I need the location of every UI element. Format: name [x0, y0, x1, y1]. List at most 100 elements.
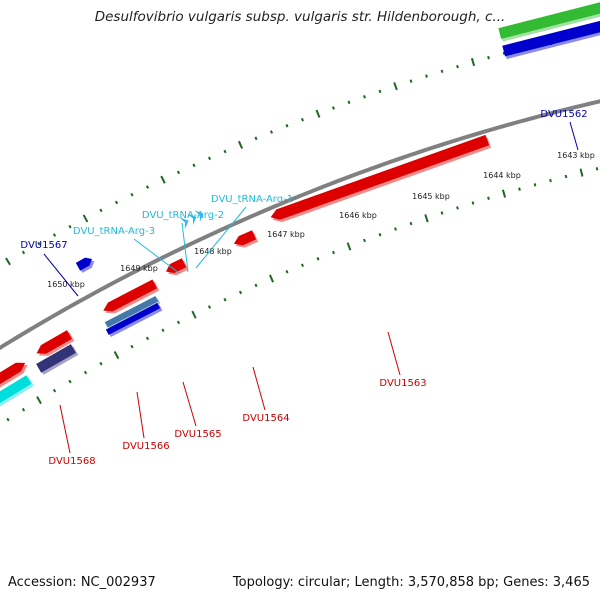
gene-DVU1568-purple-body — [36, 344, 76, 373]
outer-tick-mark — [114, 200, 119, 205]
gene-DVU1567-body — [75, 257, 93, 271]
inner-tick-mark — [21, 407, 26, 412]
inner-tick-mark — [440, 211, 444, 215]
outer-tick-mark — [5, 257, 11, 266]
gene-DVU1565-body — [166, 258, 187, 274]
outer-tick-mark — [254, 136, 258, 141]
outer-tick-mark — [456, 64, 459, 69]
gene-label-DVU1563: DVU1563 — [379, 378, 426, 389]
gene-left-cyan-body — [0, 375, 32, 406]
gene-label-DVU1566: DVU1566 — [122, 441, 169, 452]
outer-tick-mark — [68, 224, 72, 229]
inner-tick-mark — [130, 344, 134, 349]
inner-tick-mark — [579, 168, 584, 177]
genome-backbone — [0, 99, 600, 351]
gene-DVU1566-red-body — [103, 279, 158, 312]
inner-tick-mark — [471, 201, 475, 205]
outer-tick-mark — [502, 51, 506, 56]
leader-line-DVU1565 — [182, 381, 197, 427]
inner-tick-mark — [394, 227, 397, 231]
inner-tick-mark — [518, 187, 521, 191]
inner-tick-mark — [533, 183, 537, 187]
gene-DVU1566-steel-body — [104, 295, 159, 328]
gene-label-trna2: DVU_tRNA-Arg-2 — [142, 210, 224, 221]
gene-left-cyan — [0, 375, 34, 408]
inner-tick-mark — [363, 238, 366, 243]
inner-tick-mark — [456, 206, 459, 210]
outer-tick-mark — [130, 192, 134, 197]
inner-tick-mark — [501, 189, 507, 198]
inner-tick-mark — [549, 178, 552, 183]
outer-tick-mark — [315, 109, 321, 118]
gene-DVU1567 — [75, 257, 95, 273]
inner-tick-mark — [269, 274, 274, 283]
gene-DVU1562-green — [498, 0, 600, 42]
gene-label-DVU1565: DVU1565 — [174, 429, 221, 440]
topology-label: Topology: circular; Length: 3,570,858 bp… — [232, 575, 590, 590]
kbp-label-1644: 1644 kbp — [483, 171, 521, 180]
outer-tick-mark — [237, 140, 244, 149]
inner-tick-mark — [316, 257, 320, 261]
map-title: Desulfovibrio vulgaris subsp. vulgaris s… — [94, 9, 506, 25]
gene-label-DVU1567: DVU1567 — [20, 240, 67, 251]
leader-line-DVU1562 — [569, 121, 579, 151]
accession-label: Accession: NC_002937 — [8, 575, 156, 590]
outer-tick-mark — [425, 74, 428, 78]
inner-tick-mark — [424, 214, 429, 223]
trna-marker-3 — [194, 210, 204, 223]
inner-tick-mark — [595, 167, 599, 171]
inner-tick-mark — [6, 417, 10, 422]
outer-tick-mark — [52, 233, 57, 237]
outer-tick-mark — [470, 57, 476, 67]
outer-tick-mark — [21, 250, 26, 255]
trna-marker-1 — [179, 217, 189, 230]
leader-line-DVU1564 — [252, 366, 266, 411]
gene-DVU1566-steel — [104, 295, 161, 330]
gene-left-red-body — [0, 362, 26, 387]
outer-tick-mark — [223, 149, 227, 154]
inner-tick-mark — [99, 361, 103, 366]
kbp-label-1647: 1647 kbp — [267, 230, 305, 239]
leader-line-DVU1567 — [43, 253, 79, 297]
leader-line-trna2 — [181, 222, 189, 273]
gene-label-DVU1562: DVU1562 — [540, 109, 587, 120]
inner-tick-mark — [52, 388, 57, 393]
gene-DVU1563-body — [270, 134, 490, 220]
gene-DVU1562-blue — [502, 19, 600, 60]
outer-tick-mark — [378, 89, 382, 94]
gene-DVU1562-green-body — [498, 0, 600, 39]
gene-left-red — [0, 362, 28, 390]
inner-tick-mark — [285, 270, 289, 274]
outer-tick-mark — [145, 185, 150, 189]
inner-tick-mark — [207, 305, 212, 309]
outer-tick-mark — [332, 106, 335, 110]
outer-tick-mark — [285, 123, 289, 128]
outer-tick-mark — [82, 214, 89, 223]
inner-tick-mark — [409, 221, 413, 226]
outer-tick-mark — [176, 170, 181, 175]
gene-DVU1568-red-body — [36, 330, 72, 354]
kbp-label-1645: 1645 kbp — [412, 192, 450, 201]
outer-tick-mark — [207, 156, 212, 161]
kbp-label-1648: 1648 kbp — [194, 247, 232, 256]
outer-tick-mark — [393, 82, 398, 91]
inner-tick-mark — [238, 290, 243, 295]
inner-tick-mark — [487, 196, 490, 200]
inner-tick-mark — [564, 174, 568, 179]
gene-DVU1568-purple — [36, 344, 79, 375]
gene-label-DVU1568: DVU1568 — [48, 456, 95, 467]
gene-DVU1566-red — [103, 279, 160, 314]
inner-tick-mark — [346, 242, 352, 251]
outer-tick-mark — [160, 175, 166, 184]
gene-DVU1568-red — [36, 330, 75, 356]
outer-tick-mark — [269, 130, 274, 134]
outer-tick-mark — [192, 163, 196, 168]
gene-label-DVU1564: DVU1564 — [242, 413, 289, 424]
inner-tick-mark — [113, 351, 120, 360]
gene-DVU1563 — [270, 134, 492, 223]
inner-tick-mark — [83, 370, 88, 375]
inner-tick-mark — [176, 320, 181, 325]
leader-line-trna3 — [133, 238, 180, 274]
leader-line-DVU1563 — [387, 331, 401, 376]
